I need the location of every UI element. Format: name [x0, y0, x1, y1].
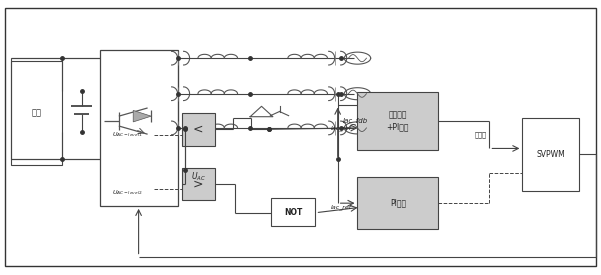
Text: $U_{AC-level2}$: $U_{AC-level2}$ [112, 188, 142, 197]
Text: Iac_ref: Iac_ref [331, 204, 352, 210]
Text: Iac_ref: Iac_ref [331, 125, 352, 131]
Text: <: < [193, 123, 204, 136]
Text: PI控制: PI控制 [390, 199, 406, 208]
FancyBboxPatch shape [522, 118, 579, 191]
FancyBboxPatch shape [100, 50, 177, 206]
FancyBboxPatch shape [5, 7, 596, 266]
Text: 旋相角: 旋相角 [474, 131, 486, 138]
Polygon shape [133, 110, 151, 122]
FancyBboxPatch shape [270, 198, 316, 226]
Text: NOT: NOT [284, 208, 302, 216]
Text: $U_{AC}$: $U_{AC}$ [191, 171, 206, 183]
FancyBboxPatch shape [358, 92, 438, 150]
Text: >: > [193, 178, 204, 191]
Text: $U_{AC-level1}$: $U_{AC-level1}$ [112, 130, 142, 139]
Text: 滞后控制
+PI控制: 滞后控制 +PI控制 [386, 110, 409, 132]
FancyBboxPatch shape [182, 167, 215, 200]
Text: Iac_fdb: Iac_fdb [343, 118, 368, 125]
Text: SVPWM: SVPWM [537, 150, 565, 159]
Text: 电池: 电池 [32, 108, 41, 117]
FancyBboxPatch shape [182, 113, 215, 146]
FancyBboxPatch shape [358, 177, 438, 229]
FancyBboxPatch shape [11, 61, 63, 165]
